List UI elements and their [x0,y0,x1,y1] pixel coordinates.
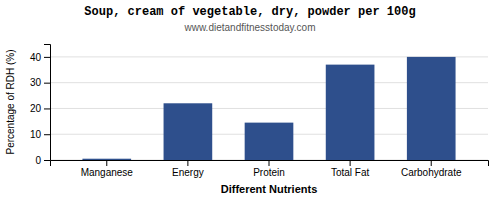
y-tick-mark [44,57,50,58]
y-tick-label: 40 [30,52,42,63]
x-tick-label: Protein [253,167,285,178]
x-axis: Manganese Energy Protein Total Fat Carbohydr… [51,160,489,178]
x-tick: Carbohydrate [401,160,462,178]
x-axis-title: Different Nutrients [221,183,318,195]
x-tick: Manganese [81,160,134,178]
y-tick-mark [44,108,50,109]
x-tick-label: Manganese [81,167,134,178]
y-tick-mark [44,160,50,161]
bar [164,103,213,160]
y-tick-mark [44,83,50,84]
y-tick-label: 10 [30,129,42,140]
title: Soup, cream of vegetable, dry, powder pe… [84,5,415,19]
y-tick-label: 0 [35,155,41,166]
y-axis-line [44,45,51,161]
x-tick-mark [187,160,188,166]
y-tick: 20 [30,103,50,114]
x-tick-label: Energy [172,167,204,178]
y-tick: 10 [30,129,50,140]
bar [326,65,375,160]
x-tick: Energy [172,160,204,178]
x-tick-mark [269,160,270,166]
subtitle: www.dietandfitnesstoday.com [184,22,316,33]
x-tick: Total Fat [331,160,370,178]
x-tick-mark [350,160,351,166]
y-tick-label: 30 [30,77,42,88]
chart: Soup, cream of vegetable, dry, powder pe… [0,0,500,200]
y-tick: 30 [30,77,50,88]
y-tick-label: 20 [30,103,42,114]
bars [82,57,455,160]
y-tick: 0 [35,155,50,166]
y-tick: 40 [30,52,50,63]
y-axis: 0 10 20 30 40 [30,45,51,166]
x-tick-mark [106,160,107,166]
x-tick-label: Carbohydrate [401,167,462,178]
bar [82,159,131,160]
bar [245,123,294,160]
x-axis-line [51,161,489,167]
plot-area: Manganese Energy Protein Total Fat Carbohydr… [5,45,489,196]
x-tick-mark [431,160,432,166]
x-tick-label: Total Fat [331,167,370,178]
bar [407,57,456,160]
y-tick-mark [44,134,50,135]
y-axis-title: Percentage of RDH (%) [5,49,16,154]
grid [50,57,488,160]
x-tick: Protein [253,160,285,178]
